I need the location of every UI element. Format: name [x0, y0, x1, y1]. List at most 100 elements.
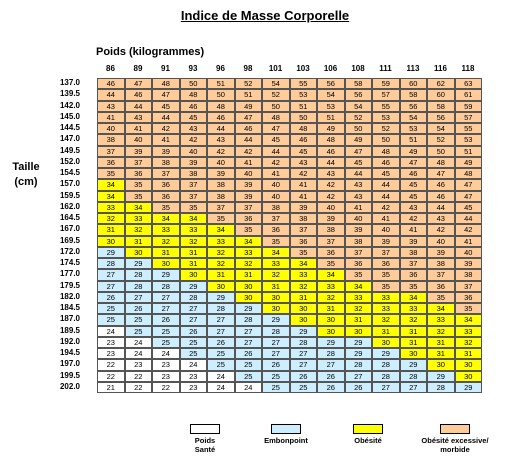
bmi-cell: 21	[97, 381, 125, 393]
bmi-cell: 43	[399, 201, 427, 213]
bmi-cell: 34	[97, 190, 125, 202]
bmi-cell: 39	[454, 258, 482, 270]
bmi-cell: 37	[427, 269, 455, 281]
bmi-cell: 53	[454, 134, 482, 146]
height-header: 137.0	[59, 78, 80, 87]
bmi-cell: 50	[179, 78, 207, 90]
bmi-cell: 28	[152, 280, 180, 292]
bmi-cell: 45	[262, 134, 290, 146]
bmi-cell: 34	[234, 235, 262, 247]
bmi-cell: 29	[317, 336, 345, 348]
bmi-cell: 29	[124, 258, 152, 270]
bmi-cell: 31	[344, 314, 372, 326]
bmi-cell: 33	[399, 303, 427, 315]
bmi-cell: 47	[427, 168, 455, 180]
height-header: 199.5	[59, 370, 80, 380]
bmi-cell: 28	[344, 359, 372, 371]
bmi-cell: 46	[399, 168, 427, 180]
bmi-cell: 28	[372, 359, 400, 371]
bmi-cell: 27	[152, 291, 180, 303]
bmi-cell: 33	[97, 201, 125, 213]
bmi-cell: 30	[234, 291, 262, 303]
bmi-cell: 42	[179, 134, 207, 146]
bmi-cell: 63	[454, 78, 482, 90]
bmi-cell: 27	[262, 336, 290, 348]
weight-header: 93	[188, 64, 198, 73]
bmi-cell: 26	[207, 336, 235, 348]
bmi-cell: 25	[207, 359, 235, 371]
bmi-cell: 48	[317, 134, 345, 146]
bmi-cell: 36	[317, 246, 345, 258]
bmi-cell: 30	[372, 336, 400, 348]
bmi-cell: 39	[152, 145, 180, 157]
height-axis-label: Taille (cm)	[12, 161, 40, 188]
bmi-cell: 26	[317, 381, 345, 393]
bmi-cell: 27	[317, 359, 345, 371]
bmi-cell: 42	[372, 201, 400, 213]
bmi-cell: 40	[344, 213, 372, 225]
bmi-cell: 29	[399, 359, 427, 371]
height-header: 139.5	[59, 89, 80, 99]
bmi-cell: 48	[289, 123, 317, 135]
bmi-cell: 55	[289, 78, 317, 90]
bmi-cell: 46	[427, 190, 455, 202]
bmi-cell: 34	[427, 303, 455, 315]
bmi-cell: 46	[179, 100, 207, 112]
bmi-cell: 41	[289, 190, 317, 202]
bmi-cell: 51	[399, 134, 427, 146]
bmi-cell: 34	[207, 224, 235, 236]
bmi-cell: 43	[344, 179, 372, 191]
bmi-cell: 56	[317, 78, 345, 90]
bmi-cell: 32	[372, 314, 400, 326]
bmi-cell: 25	[262, 381, 290, 393]
bmi-cell: 35	[289, 246, 317, 258]
bmi-cell: 29	[207, 291, 235, 303]
bmi-cell: 26	[234, 348, 262, 360]
bmi-cell: 27	[372, 381, 400, 393]
bmi-cell: 39	[179, 156, 207, 168]
bmi-cell: 37	[207, 201, 235, 213]
legend-label: Obésité excessive/morbide	[421, 436, 489, 454]
legend-label: Embonpoint	[264, 436, 308, 445]
bmi-cell: 40	[124, 134, 152, 146]
bmi-cell: 57	[454, 111, 482, 123]
bmi-cell: 54	[399, 111, 427, 123]
bmi-cell: 39	[289, 201, 317, 213]
bmi-cell: 42	[399, 213, 427, 225]
bmi-cell: 47	[454, 179, 482, 191]
bmi-cell: 38	[207, 179, 235, 191]
weight-header: 106	[323, 64, 338, 73]
bmi-cell: 28	[427, 381, 455, 393]
weight-axis-label: Poids (kilogrammes)	[96, 46, 205, 58]
bmi-cell: 31	[97, 224, 125, 236]
bmi-cell: 50	[207, 89, 235, 101]
bmi-cell: 35	[454, 303, 482, 315]
bmi-cell: 43	[124, 111, 152, 123]
bmi-cell: 30	[399, 348, 427, 360]
bmi-cell: 54	[317, 89, 345, 101]
bmi-cell: 23	[179, 381, 207, 393]
bmi-cell: 24	[234, 381, 262, 393]
bmi-cell: 60	[427, 89, 455, 101]
bmi-cell: 53	[372, 111, 400, 123]
bmi-cell: 23	[152, 359, 180, 371]
bmi-cell: 29	[454, 381, 482, 393]
bmi-cell: 46	[289, 134, 317, 146]
bmi-cell: 39	[317, 213, 345, 225]
bmi-cell: 41	[234, 156, 262, 168]
bmi-cell: 37	[179, 190, 207, 202]
bmi-cell: 49	[454, 156, 482, 168]
bmi-cell: 38	[289, 213, 317, 225]
bmi-cell: 32	[317, 291, 345, 303]
bmi-cell: 22	[152, 381, 180, 393]
bmi-cell: 24	[97, 325, 125, 337]
bmi-cell: 51	[234, 89, 262, 101]
height-header: 167.0	[59, 224, 80, 234]
height-header: 164.5	[59, 213, 80, 222]
bmi-cell: 44	[124, 100, 152, 112]
bmi-cell: 48	[262, 111, 290, 123]
bmi-cell: 25	[179, 348, 207, 360]
bmi-cell: 25	[152, 325, 180, 337]
bmi-cell: 30	[289, 314, 317, 326]
